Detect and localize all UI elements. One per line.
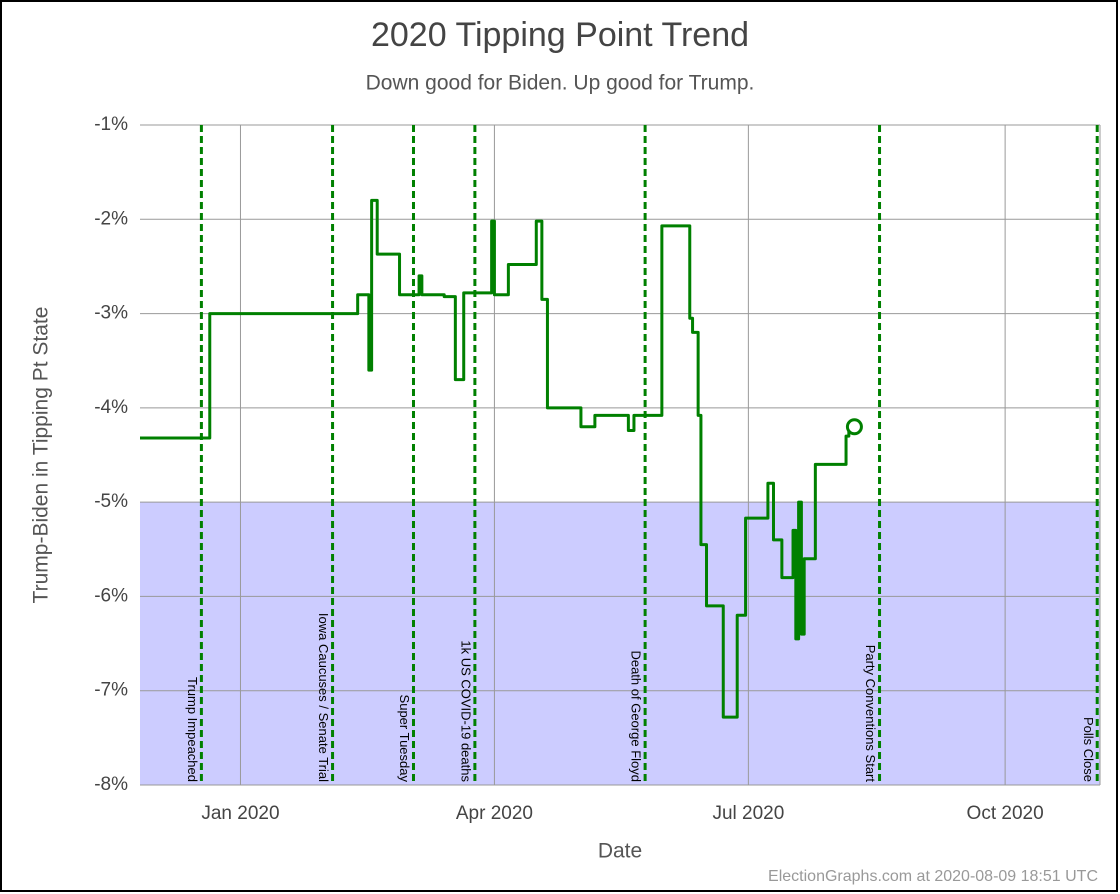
plot-area: -1% -2% -3% -4% -5% -6% -7% -8% Jan 2020 Apr 2020… <box>94 114 1101 824</box>
x-tick-label: Apr 2020 <box>456 803 533 824</box>
x-tick-label: Jul 2020 <box>712 803 784 824</box>
chart-title: 2020 Tipping Point Trend <box>371 16 749 54</box>
event-label: 1k US COVID-19 deaths <box>458 640 473 782</box>
y-axis-label: Trump-Biden in Tipping Pt State <box>30 307 53 604</box>
line <box>140 198 855 719</box>
y-tick-label: -5% <box>94 491 128 512</box>
event-label: Death of George Floyd <box>629 650 644 782</box>
y-tick-label: -8% <box>94 774 128 795</box>
x-tick-label: Jan 2020 <box>201 803 279 824</box>
y-tick-label: -7% <box>94 680 128 701</box>
event-label: Trump Impeached <box>185 677 200 782</box>
y-tick-label: -4% <box>94 397 128 418</box>
chart-subtitle: Down good for Biden. Up good for Trump. <box>366 72 755 95</box>
y-tick-label: -2% <box>94 208 128 229</box>
event-label: Iowa Caucuses / Senate Trial <box>316 613 331 782</box>
last-point <box>845 418 863 436</box>
footer: ElectionGraphs.com at 2020-08-09 18:51 U… <box>768 868 1098 885</box>
event-label: Polls Close <box>1081 717 1096 782</box>
x-tick-label: Oct 2020 <box>967 803 1044 824</box>
event-label: Party Conventions Start <box>863 645 878 783</box>
y-tick-label: -6% <box>94 585 128 606</box>
y-tick-label: -3% <box>94 303 128 324</box>
shaded-band <box>140 502 1100 785</box>
y-tick-label: -1% <box>94 114 128 135</box>
event-label: Super Tuesday <box>397 695 412 783</box>
x-axis-label: Date <box>598 840 642 863</box>
